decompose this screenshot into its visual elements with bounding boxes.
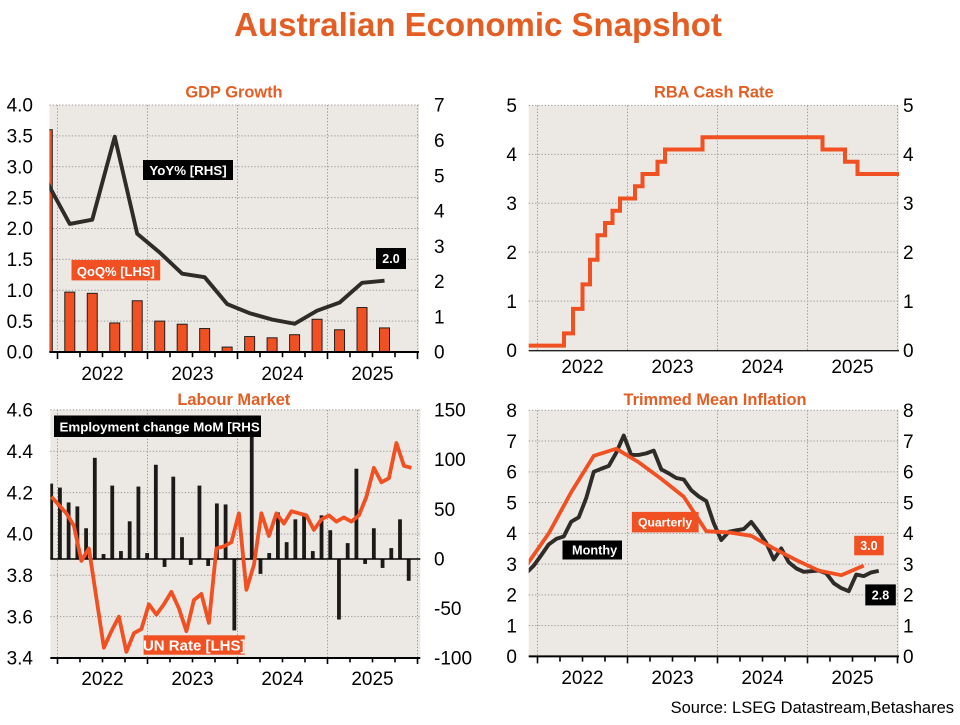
svg-text:4.2: 4.2	[7, 483, 33, 504]
svg-text:3: 3	[903, 555, 914, 576]
svg-text:2: 2	[903, 586, 914, 607]
svg-text:0: 0	[506, 647, 517, 668]
svg-text:2022: 2022	[561, 668, 603, 689]
svg-text:2.8: 2.8	[872, 589, 889, 603]
svg-text:0: 0	[903, 341, 914, 362]
svg-text:2.5: 2.5	[7, 188, 33, 209]
svg-text:0: 0	[903, 647, 914, 668]
svg-text:Employment change MoM [RHS: Employment change MoM [RHS	[60, 420, 260, 435]
svg-text:Source: LSEG Datastream,Betash: Source: LSEG Datastream,Betashares	[671, 699, 954, 717]
svg-text:2023: 2023	[651, 357, 693, 378]
svg-text:2: 2	[506, 243, 517, 264]
svg-text:2: 2	[506, 586, 517, 607]
svg-text:1: 1	[506, 292, 517, 313]
svg-text:8: 8	[506, 401, 517, 422]
svg-text:1: 1	[434, 307, 445, 328]
svg-text:6: 6	[506, 463, 517, 484]
svg-text:2023: 2023	[171, 364, 213, 385]
svg-text:0.5: 0.5	[7, 312, 33, 333]
svg-text:1.0: 1.0	[7, 281, 33, 302]
svg-text:1: 1	[506, 616, 517, 637]
svg-text:Trimmed Mean Inflation: Trimmed Mean Inflation	[623, 391, 806, 409]
svg-text:0: 0	[434, 343, 445, 364]
svg-text:6: 6	[434, 131, 445, 152]
svg-text:UN Rate [LHS]: UN Rate [LHS]	[143, 637, 246, 654]
svg-text:2025: 2025	[351, 364, 393, 385]
svg-text:5: 5	[434, 166, 445, 187]
svg-text:150: 150	[434, 401, 466, 422]
svg-text:5: 5	[506, 96, 517, 117]
svg-text:4: 4	[506, 145, 517, 166]
svg-text:4: 4	[506, 524, 517, 545]
svg-text:4.6: 4.6	[7, 401, 33, 422]
svg-text:Monthy: Monthy	[572, 544, 617, 558]
svg-text:8: 8	[903, 401, 914, 422]
svg-text:2024: 2024	[741, 668, 784, 689]
svg-text:2.0: 2.0	[7, 219, 33, 240]
svg-text:RBA Cash Rate: RBA Cash Rate	[654, 84, 774, 102]
svg-text:-50: -50	[434, 599, 461, 620]
svg-text:3: 3	[506, 555, 517, 576]
svg-text:6: 6	[903, 463, 914, 484]
svg-text:2024: 2024	[261, 364, 304, 385]
svg-text:0: 0	[434, 550, 445, 571]
svg-text:7: 7	[506, 432, 517, 453]
svg-text:2022: 2022	[561, 357, 603, 378]
svg-text:2025: 2025	[831, 357, 873, 378]
svg-text:5: 5	[903, 96, 914, 117]
svg-text:4: 4	[903, 524, 914, 545]
svg-text:3: 3	[903, 194, 914, 215]
svg-text:0: 0	[506, 341, 517, 362]
svg-text:3: 3	[434, 237, 445, 258]
svg-text:7: 7	[903, 432, 914, 453]
svg-text:1: 1	[903, 616, 914, 637]
svg-text:100: 100	[434, 450, 466, 471]
svg-text:Australian Economic Snapshot: Australian Economic Snapshot	[234, 6, 722, 43]
svg-text:2.0: 2.0	[382, 252, 399, 266]
svg-text:-100: -100	[434, 649, 472, 670]
svg-text:4: 4	[434, 202, 445, 223]
svg-text:7: 7	[434, 96, 445, 117]
svg-text:4.0: 4.0	[7, 96, 33, 117]
svg-text:2022: 2022	[81, 364, 123, 385]
svg-text:2: 2	[434, 272, 445, 293]
svg-text:0.0: 0.0	[7, 343, 33, 364]
svg-text:2025: 2025	[831, 668, 873, 689]
svg-text:3.6: 3.6	[7, 607, 33, 628]
svg-text:50: 50	[434, 500, 455, 521]
svg-text:GDP Growth: GDP Growth	[185, 84, 282, 102]
svg-text:3.0: 3.0	[7, 157, 33, 178]
svg-text:4.4: 4.4	[7, 442, 34, 463]
svg-text:2023: 2023	[171, 669, 213, 690]
svg-text:2024: 2024	[261, 669, 304, 690]
svg-text:2025: 2025	[351, 669, 393, 690]
svg-text:YoY% [RHS]: YoY% [RHS]	[149, 163, 226, 178]
svg-text:2023: 2023	[651, 668, 693, 689]
svg-text:3: 3	[506, 194, 517, 215]
svg-text:5: 5	[903, 493, 914, 514]
svg-text:QoQ% [LHS]: QoQ% [LHS]	[77, 264, 155, 279]
svg-text:2022: 2022	[81, 669, 123, 690]
svg-text:Quarterly: Quarterly	[638, 516, 692, 530]
svg-text:3.5: 3.5	[7, 127, 33, 148]
svg-text:3.4: 3.4	[7, 649, 34, 670]
svg-text:5: 5	[506, 493, 517, 514]
svg-text:2024: 2024	[741, 357, 784, 378]
svg-text:Labour Market: Labour Market	[177, 391, 290, 409]
svg-text:1: 1	[903, 292, 914, 313]
svg-text:3.8: 3.8	[7, 566, 33, 587]
svg-text:3.0: 3.0	[860, 539, 877, 553]
svg-text:4.0: 4.0	[7, 525, 33, 546]
svg-text:4: 4	[903, 145, 914, 166]
svg-text:2: 2	[903, 243, 914, 264]
svg-text:1.5: 1.5	[7, 250, 33, 271]
